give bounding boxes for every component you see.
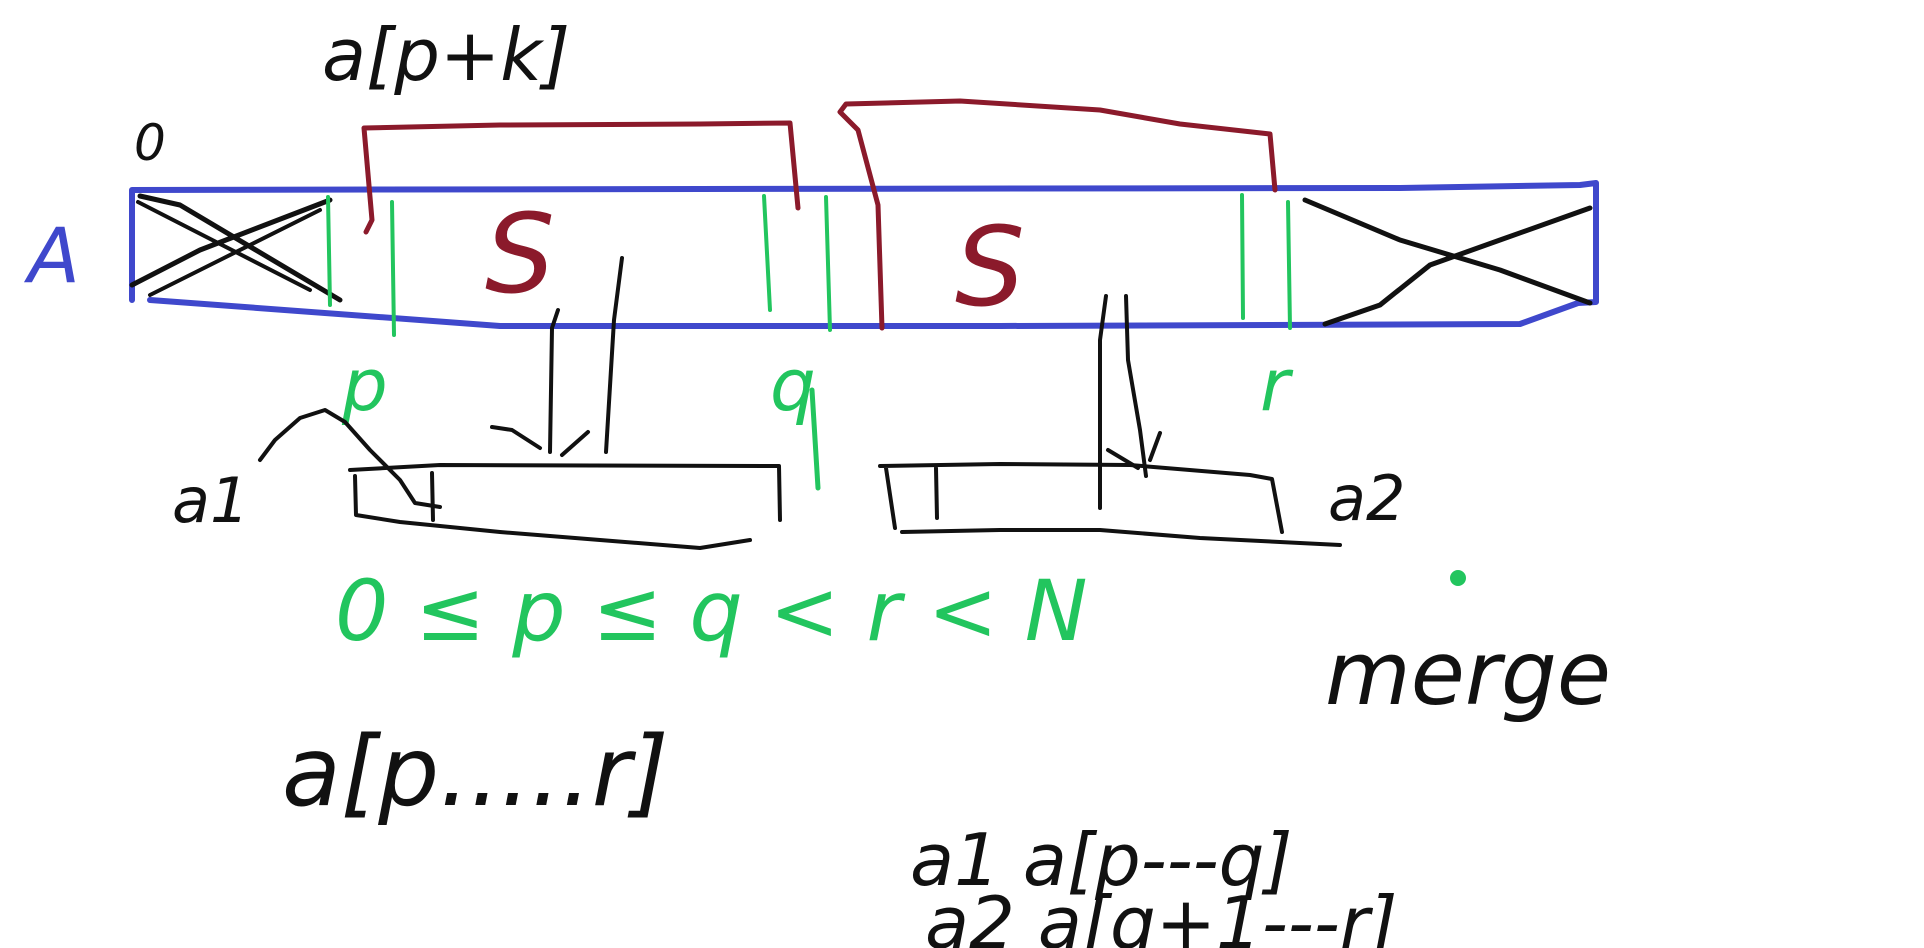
right-bracket (837, 98, 1278, 331)
index-inequality: 0 ≤ p ≤ q < r < N (335, 562, 1088, 660)
right-excluded-region (1302, 197, 1593, 327)
merge-label: merge (1325, 622, 1611, 725)
left-excluded-region (129, 193, 343, 303)
index-p-label: p (341, 343, 388, 427)
copy-arrows (490, 256, 1162, 510)
left-bracket (361, 120, 801, 235)
segment-brackets (361, 98, 1278, 331)
right-segment-letter: S (955, 203, 1025, 331)
temp-array-a2 (878, 462, 1342, 547)
left-segment-letter: S (485, 190, 555, 318)
temp-array-a1-label: a1 (172, 464, 249, 537)
zero-marker: 0 (134, 114, 166, 172)
assign-right-expression: a2 a[q+1---r] (925, 881, 1398, 948)
index-lines (326, 193, 1292, 337)
array-label: A (23, 211, 80, 300)
assign-left-expression: a1 a[p---q] (910, 818, 1292, 902)
index-q-label: q (770, 343, 816, 427)
index-r-label: r (1260, 343, 1294, 427)
green-dot (1450, 570, 1466, 586)
array-outline (129, 180, 1599, 329)
array-a (129, 180, 1599, 329)
range-expression: a[p.....r] (282, 716, 669, 828)
top-expression: a[p+k] (322, 13, 570, 97)
temp-array-a1 (258, 408, 782, 550)
temp-array-a2-label: a2 (1328, 462, 1405, 535)
